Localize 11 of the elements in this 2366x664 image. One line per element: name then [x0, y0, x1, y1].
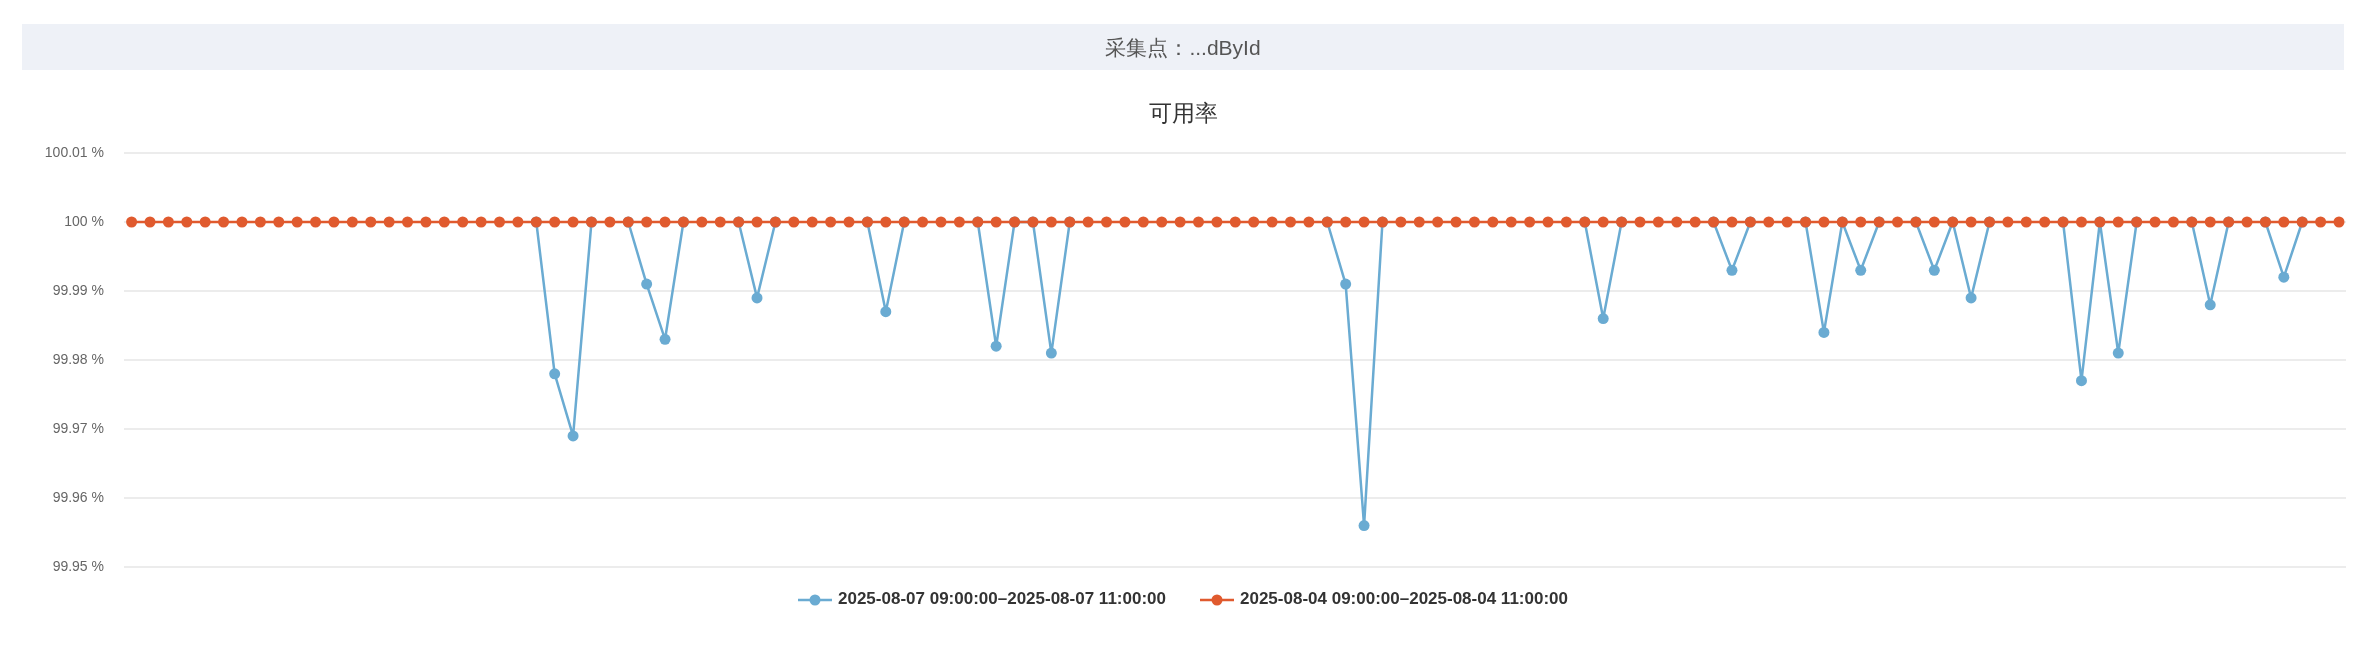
y-tick-label: 100.01 % — [44, 143, 104, 160]
legend-label: 2025-08-04 09:00:00–2025-08-04 11:00:00 — [1240, 589, 1568, 609]
y-tick-label: 99.99 % — [52, 281, 104, 298]
legend-label: 2025-08-07 09:00:00–2025-08-07 11:00:00 — [838, 589, 1166, 609]
y-tick-label: 100 % — [64, 212, 104, 229]
chart-subtitle: 采集点：...dById — [1105, 36, 1261, 59]
y-tick-label: 99.96 % — [52, 488, 104, 505]
y-tick-label: 99.97 % — [52, 419, 104, 436]
chart-title: 可用率 — [1148, 100, 1218, 126]
y-tick-label: 99.98 % — [52, 350, 104, 367]
y-tick-label: 99.95 % — [52, 557, 104, 574]
